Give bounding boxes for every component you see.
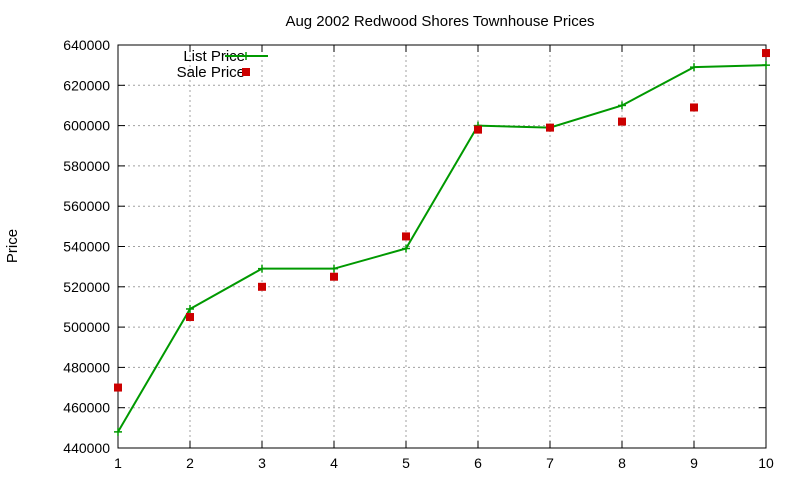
y-tick-label: 520000 bbox=[63, 279, 110, 295]
y-axis-label: Price bbox=[4, 229, 21, 263]
data-point bbox=[474, 125, 482, 134]
x-tick-label: 7 bbox=[546, 455, 554, 471]
x-tick-label: 1 bbox=[114, 455, 122, 471]
data-point bbox=[258, 282, 266, 291]
y-tick-label: 460000 bbox=[63, 400, 110, 416]
x-tick-label: 6 bbox=[474, 455, 482, 471]
x-tick-label: 5 bbox=[402, 455, 410, 471]
x-tick-label: 3 bbox=[258, 455, 266, 471]
data-point bbox=[114, 383, 122, 392]
x-tick-label: 9 bbox=[690, 455, 698, 471]
legend-swatch-marker bbox=[242, 52, 250, 60]
data-point bbox=[186, 304, 194, 313]
y-tick-label: 440000 bbox=[63, 440, 110, 456]
legend-swatch-marker bbox=[242, 68, 250, 76]
y-tick-label: 640000 bbox=[63, 37, 110, 53]
y-tick-label: 620000 bbox=[63, 77, 110, 93]
data-point bbox=[186, 313, 194, 322]
tick-layer: 4400004600004800005000005200005400005600… bbox=[63, 37, 774, 471]
data-point bbox=[402, 232, 410, 241]
y-tick-label: 500000 bbox=[63, 319, 110, 335]
x-tick-label: 2 bbox=[186, 455, 194, 471]
data-point bbox=[690, 103, 698, 112]
y-tick-label: 600000 bbox=[63, 118, 110, 134]
data-point bbox=[618, 101, 626, 110]
data-point bbox=[762, 49, 770, 58]
x-tick-label: 8 bbox=[618, 455, 626, 471]
grid-layer bbox=[118, 45, 766, 448]
data-point bbox=[546, 123, 554, 132]
series-line bbox=[117, 64, 767, 433]
data-point bbox=[330, 272, 338, 281]
y-tick-label: 560000 bbox=[63, 198, 110, 214]
legend-label: List Price bbox=[183, 48, 245, 65]
x-tick-label: 4 bbox=[330, 455, 338, 471]
data-point bbox=[762, 61, 770, 70]
chart-title: Aug 2002 Redwood Shores Townhouse Prices bbox=[285, 13, 594, 30]
y-tick-label: 480000 bbox=[63, 359, 110, 375]
data-point bbox=[618, 117, 626, 126]
data-point bbox=[114, 427, 122, 436]
data-point bbox=[690, 63, 698, 72]
series-sale-price bbox=[114, 49, 770, 392]
series-list-price bbox=[114, 61, 770, 436]
y-tick-label: 540000 bbox=[63, 239, 110, 255]
legend-label: Sale Price bbox=[177, 64, 245, 81]
data-point bbox=[402, 244, 410, 253]
x-tick-label: 10 bbox=[758, 455, 774, 471]
series-layer bbox=[114, 49, 770, 436]
y-tick-label: 580000 bbox=[63, 158, 110, 174]
data-point bbox=[330, 264, 338, 273]
data-point bbox=[258, 264, 266, 273]
